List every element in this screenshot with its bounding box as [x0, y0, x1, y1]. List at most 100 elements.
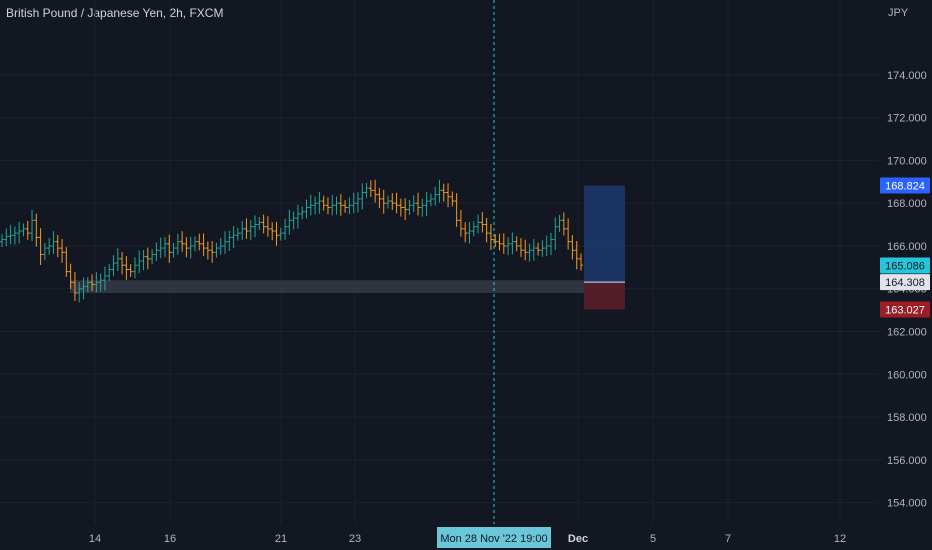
- ohlc-bar: [102, 266, 107, 291]
- x-tick-label: 5: [650, 533, 656, 545]
- ohlc-bar: [72, 271, 77, 301]
- ohlc-bar: [536, 242, 541, 256]
- ohlc-bar: [390, 193, 395, 210]
- ohlc-bar: [553, 217, 558, 251]
- ohlc-bar: [90, 274, 95, 292]
- y-tick-label: 174.000: [887, 70, 927, 82]
- ohlc-bar: [304, 199, 309, 219]
- ohlc-bar: [77, 282, 82, 303]
- ohlc-bar: [0, 234, 4, 248]
- y-tick-label: 162.000: [887, 327, 927, 339]
- price-badge: 163.027: [880, 301, 930, 318]
- position-zones: [70, 185, 625, 310]
- ohlc-bar: [34, 213, 39, 247]
- ohlc-bar: [30, 209, 35, 242]
- ohlc-bar: [141, 250, 146, 271]
- ohlc-bar: [291, 211, 296, 230]
- ohlc-bar: [107, 264, 112, 282]
- ohlc-bar: [214, 242, 219, 258]
- ohlc-bar: [557, 214, 562, 233]
- ohlc-bar: [68, 263, 73, 289]
- ohlc-bar: [351, 192, 356, 214]
- ohlc-bar: [227, 230, 232, 251]
- ohlc-bar: [158, 237, 163, 259]
- ohlc-bar: [381, 189, 386, 214]
- ohlc-bar: [115, 248, 120, 271]
- price-badge: 165.086: [880, 257, 930, 274]
- ohlc-bar: [437, 179, 442, 203]
- ohlc-bar: [450, 191, 455, 207]
- ohlc-bars: [0, 179, 583, 303]
- ohlc-bar: [265, 216, 270, 237]
- ohlc-bar: [454, 193, 459, 227]
- ohlc-bar: [325, 197, 330, 215]
- ohlc-bar: [205, 241, 210, 260]
- x-tick-label: 23: [349, 533, 361, 545]
- ohlc-bar: [428, 193, 433, 207]
- target-zone: [584, 185, 625, 283]
- ohlc-bar: [446, 183, 451, 208]
- crosshair-time-text: Mon 28 Nov '22 19:00: [440, 533, 547, 545]
- ohlc-bar: [218, 238, 223, 255]
- ohlc-bar: [17, 221, 22, 244]
- ohlc-bar: [570, 235, 575, 260]
- x-tick-label: 21: [275, 533, 287, 545]
- ohlc-bar: [47, 238, 52, 255]
- ohlc-bar: [424, 191, 429, 216]
- ohlc-bar: [231, 226, 236, 248]
- ohlc-bar: [321, 195, 326, 211]
- ohlc-bar: [81, 277, 86, 300]
- ohlc-bar: [295, 204, 300, 229]
- ohlc-bar: [527, 243, 532, 262]
- ohlc-bar: [574, 241, 579, 270]
- y-tick-label: 156.000: [887, 455, 927, 467]
- price-badge-label: 165.086: [885, 261, 925, 273]
- ohlc-bar: [433, 186, 438, 206]
- ohlc-bar: [8, 224, 13, 245]
- ohlc-bar: [497, 233, 502, 251]
- ohlc-bar: [197, 233, 202, 251]
- price-badge: 168.824: [880, 177, 930, 194]
- y-tick-label: 154.000: [887, 498, 927, 510]
- ohlc-bar: [235, 227, 240, 241]
- ohlc-bar: [317, 191, 322, 214]
- chart-title: British Pound / Japanese Yen, 2h, FXCM: [6, 6, 224, 20]
- ohlc-bar: [175, 233, 180, 255]
- ohlc-bar: [484, 217, 489, 243]
- ohlc-bar: [162, 237, 167, 258]
- ohlc-bar: [523, 239, 528, 261]
- ohlc-bar: [355, 192, 360, 213]
- ohlc-bar: [308, 194, 313, 216]
- ohlc-bar: [51, 231, 56, 254]
- ohlc-bar: [210, 241, 215, 263]
- ohlc-bar: [154, 242, 159, 262]
- ohlc-bar: [407, 199, 412, 215]
- ohlc-bar: [364, 182, 369, 198]
- ohlc-bar: [12, 226, 17, 245]
- ohlc-bar: [150, 249, 155, 265]
- ohlc-bar: [471, 221, 476, 237]
- x-tick-label: Dec: [568, 533, 588, 545]
- ohlc-bar: [467, 221, 472, 244]
- ohlc-bar: [64, 247, 69, 277]
- ohlc-bar: [132, 257, 137, 279]
- x-tick-label: 12: [834, 533, 846, 545]
- price-badge-label: 163.027: [885, 305, 925, 317]
- ohlc-bar: [347, 197, 352, 215]
- ohlc-bar: [330, 194, 335, 216]
- ohlc-bar: [287, 209, 292, 235]
- ohlc-bar: [338, 193, 343, 216]
- ohlc-bar: [343, 199, 348, 213]
- ohlc-bar: [377, 187, 382, 209]
- ohlc-bar: [420, 198, 425, 217]
- ohlc-bar: [25, 220, 30, 240]
- ohlc-bar: [501, 233, 506, 254]
- grid-lines: [0, 0, 879, 524]
- ohlc-bar: [506, 237, 511, 256]
- x-tick-label: 16: [164, 533, 176, 545]
- ohlc-bar: [145, 247, 150, 270]
- ohlc-bar: [223, 231, 228, 254]
- ohlc-bar: [248, 220, 253, 241]
- ohlc-bar: [411, 195, 416, 212]
